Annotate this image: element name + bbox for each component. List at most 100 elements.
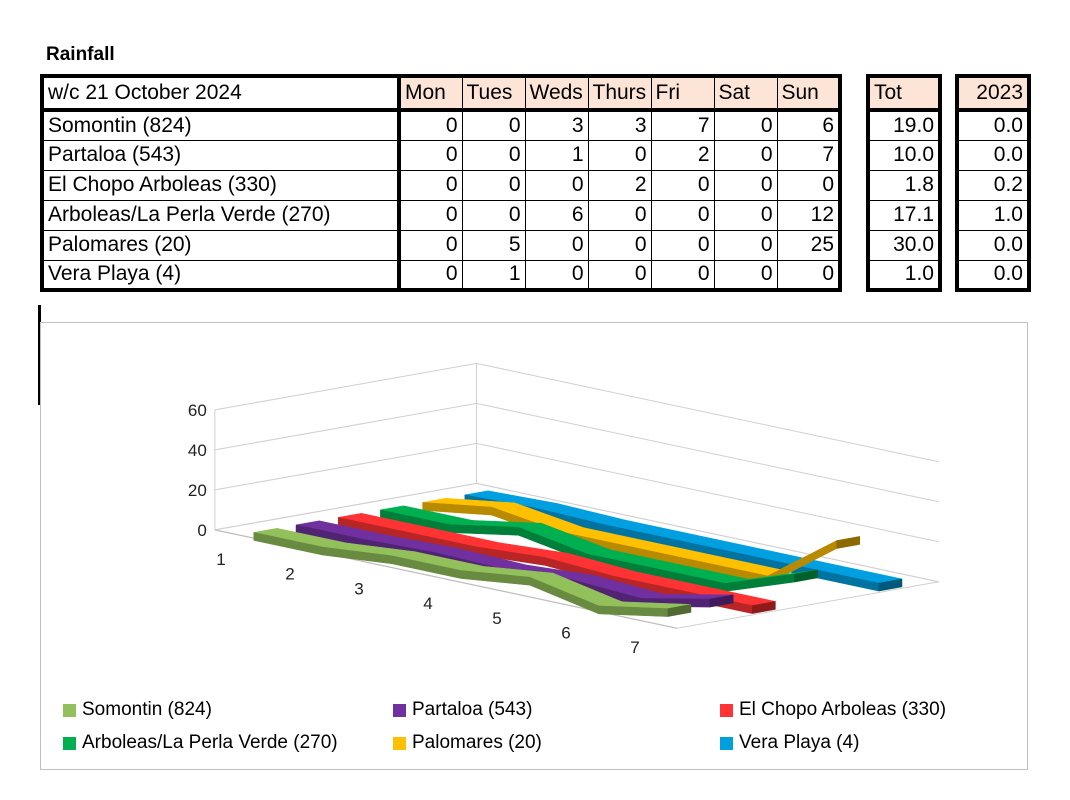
x-tick-label: 3 [354,579,363,598]
rain-value: 3 [587,109,652,141]
rain-value: 0 [650,199,715,231]
rain-value: 0 [713,139,778,171]
x-tick-label: 7 [630,638,639,657]
prev-year-value: 0.2 [955,169,1031,201]
legend-label: Arboleas/La Perla Verde (270) [82,732,338,753]
legend-swatch [63,703,76,717]
table-header-row: 2023 [955,74,1031,112]
rain-value: 0 [713,229,778,261]
prev-year-value: 0.0 [955,139,1031,171]
rain-value: 7 [650,109,715,141]
rain-value: 0 [587,259,652,292]
legend-swatch [720,703,733,717]
total-value: 19.0 [866,109,942,141]
legend-swatch [63,736,76,750]
table-row: 19.0 [866,109,942,141]
station-name: Arboleas/La Perla Verde (270) [40,199,401,231]
rain-value: 0 [461,169,526,201]
rain-value: 0 [398,199,463,231]
legend-item: Arboleas/La Perla Verde (270) [63,732,338,754]
ribbon-end-cap [836,536,861,549]
prev-year-value: 0.0 [955,229,1031,261]
prev-year-column: 2023 0.0 0.0 0.2 1.0 0.0 0.0 [955,74,1031,292]
prev-year-header: 2023 [955,74,1031,112]
station-name: Palomares (20) [40,229,401,261]
rain-value: 2 [587,169,652,201]
prev-year-value: 0.0 [955,259,1031,292]
day-header: Weds [524,74,589,112]
day-header: Thurs [587,74,652,112]
rain-value: 1 [524,139,589,171]
total-column: Tot 19.0 10.0 1.8 17.1 30.0 1.0 [866,74,942,292]
rain-value: 7 [776,139,841,171]
table-header-row: Tot [866,74,942,112]
legend-label: Somontin (824) [82,699,212,720]
rain-value: 2 [650,139,715,171]
ribbon-end-cap [878,578,903,592]
table-row: 17.1 [866,199,942,231]
table-row: Arboleas/La Perla Verde (270) 0 0 6 0 0 0 12 [40,199,841,231]
week-label: w/c 21 October 2024 [40,74,401,112]
rain-value: 5 [461,229,526,261]
table-row: 0.2 [955,169,1031,201]
legend-label: Partaloa (543) [412,699,533,720]
chart-area: 0 20 40 60 1 2 3 4 5 6 7 Somontin (824) Partaloa (5… [40,322,1028,770]
total-value: 17.1 [866,199,942,231]
y-tick-label: 20 [188,481,207,500]
day-header: Sun [776,74,841,112]
table-row: Vera Playa (4) 0 1 0 0 0 0 0 [40,259,841,292]
rain-value: 0 [587,199,652,231]
legend-item: Somontin (824) [63,699,212,721]
rain-value: 0 [524,169,589,201]
rain-value: 0 [776,169,841,201]
total-header: Tot [866,74,942,112]
table-row: Somontin (824) 0 0 3 3 7 0 6 [40,109,841,141]
rain-value: 0 [398,169,463,201]
legend-item: El Chopo Arboleas (330) [720,699,946,721]
series-ribbon [253,528,692,617]
y-tick-label: 60 [188,401,207,420]
y-tick-label: 0 [197,521,206,540]
table-header-row: w/c 21 October 2024 Mon Tues Weds Thurs Fri Sa… [40,74,841,112]
rain-value: 0 [461,109,526,141]
page-title: Rainfall [46,44,115,65]
series-ribbon [295,520,734,608]
legend-label: Palomares (20) [412,732,542,753]
legend-item: Partaloa (543) [393,699,532,721]
table-row: 0.0 [955,139,1031,171]
rain-value: 3 [524,109,589,141]
legend-swatch [393,703,406,717]
table-row: 0.0 [955,229,1031,261]
legend-item: Palomares (20) [393,732,542,754]
ribbon-end-cap [751,601,776,614]
rain-value: 1 [461,259,526,292]
rain-value: 0 [587,229,652,261]
chart-plot: 0 20 40 60 1 2 3 4 5 6 7 [188,362,939,657]
prev-year-value: 1.0 [955,199,1031,231]
legend-swatch [393,736,406,750]
day-header: Mon [398,74,463,112]
day-header: Fri [650,74,715,112]
station-name: Somontin (824) [40,109,401,141]
rain-value: 0 [776,259,841,292]
legend-swatch [720,736,733,750]
rain-value: 0 [650,169,715,201]
rain-value: 0 [461,199,526,231]
x-tick-label: 1 [216,550,225,569]
table-row: 1.8 [866,169,942,201]
rain-value: 12 [776,199,841,231]
rain-value: 0 [713,169,778,201]
rain-value: 0 [650,229,715,261]
ribbon-end-cap [709,594,734,608]
table-row: 30.0 [866,229,942,261]
rain-value: 0 [713,199,778,231]
rain-value: 0 [461,139,526,171]
y-tick-label: 40 [188,441,207,460]
rain-value: 0 [398,229,463,261]
total-value: 10.0 [866,139,942,171]
table-row: 10.0 [866,139,942,171]
rain-value: 25 [776,229,841,261]
x-tick-label: 5 [492,609,501,628]
x-tick-label: 2 [285,565,294,584]
table-row: El Chopo Arboleas (330) 0 0 0 2 0 0 0 [40,169,841,201]
